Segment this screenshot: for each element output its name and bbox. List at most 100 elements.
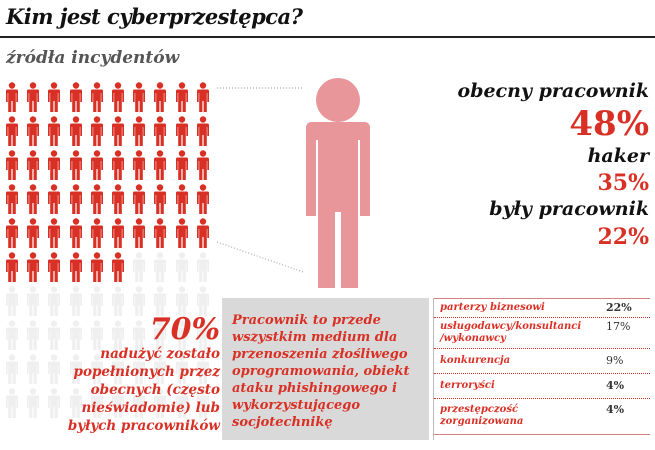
row-name: parterzy biznesowi (440, 302, 545, 313)
note-box: Pracownik to przede wszystkim medium dla… (222, 298, 429, 440)
person-icon-muted (112, 388, 124, 418)
person-icon-highlighted (154, 150, 167, 180)
person-icon-muted (196, 320, 209, 350)
person-icon-highlighted (112, 184, 124, 214)
person-icon-muted (27, 286, 40, 316)
person-icon-highlighted (90, 116, 103, 146)
person-icon-muted (133, 320, 146, 350)
person-icon-highlighted (69, 252, 82, 282)
page-title: Kim jest cyberprzestępca? (6, 4, 303, 29)
highlight-text: nadużyć zostało popełnionych przez obecn… (0, 345, 220, 435)
sources-table: parterzy biznesowi 22% usługodawcy/konsul… (434, 298, 650, 435)
person-icon-highlighted (154, 82, 167, 112)
title-divider (0, 36, 655, 38)
person-icon-highlighted (90, 184, 103, 214)
person-icon-highlighted (48, 150, 61, 180)
person-icon-muted (196, 388, 209, 418)
row-value: 9% (606, 354, 624, 367)
person-icon-muted (48, 388, 61, 418)
person-icon-highlighted (69, 116, 82, 146)
person-icon-muted (6, 286, 18, 316)
person-icon-highlighted (27, 218, 40, 248)
table-row: terroryści 4% (434, 373, 650, 398)
table-row: przestępczość zorganizowana 4% (434, 398, 650, 434)
person-icon-muted (48, 354, 61, 384)
person-icon-highlighted (133, 150, 146, 180)
person-icon-muted (27, 388, 40, 418)
person-icon-muted (175, 252, 188, 282)
stat-label-former-employee: były pracownik (489, 198, 649, 220)
person-icon-muted (154, 388, 167, 418)
table-row: usługodawcy/konsultanci /wykonawcy 17% (434, 317, 650, 348)
person-icon-highlighted (175, 184, 188, 214)
stat-value-hacker: 35% (597, 170, 649, 196)
person-icon-muted (90, 354, 103, 384)
row-value: 17% (606, 320, 631, 333)
person-icon-highlighted (27, 252, 40, 282)
person-icon-highlighted (196, 116, 209, 146)
person-icon-highlighted (175, 82, 188, 112)
row-name: terroryści (440, 380, 495, 391)
person-icon-muted (90, 286, 103, 316)
person-icon-highlighted (69, 218, 82, 248)
person-icon-muted (48, 320, 61, 350)
person-icon-muted (154, 286, 167, 316)
stat-label-current-employee: obecny pracownik (457, 80, 649, 102)
person-icon-highlighted (6, 82, 18, 112)
person-icon-muted (154, 320, 167, 350)
person-icon-muted (133, 354, 146, 384)
person-icon-highlighted (48, 252, 61, 282)
person-icon-highlighted (112, 218, 124, 248)
person-icon-highlighted (175, 150, 188, 180)
stat-label-hacker: haker (587, 145, 649, 167)
person-icon-highlighted (48, 82, 61, 112)
person-icon-highlighted (90, 218, 103, 248)
person-icon-muted (6, 388, 18, 418)
person-icon-highlighted (133, 218, 146, 248)
person-icon-highlighted (133, 116, 146, 146)
person-icon-highlighted (196, 184, 209, 214)
person-icon-muted (175, 320, 188, 350)
person-icon-highlighted (48, 116, 61, 146)
highlight-value: 70% (149, 312, 220, 347)
row-name: usługodawcy/konsultanci /wykonawcy (440, 321, 582, 344)
person-icon-muted (196, 286, 209, 316)
person-icon-muted (175, 388, 188, 418)
row-value: 4% (606, 379, 625, 392)
connector-lines (216, 87, 304, 273)
person-icon-highlighted (112, 252, 124, 282)
person-icon-muted (69, 320, 82, 350)
person-icon (306, 78, 370, 288)
person-icon-highlighted (48, 218, 61, 248)
person-icon-highlighted (69, 184, 82, 214)
person-icon-muted (112, 286, 124, 316)
note-text: Pracownik to przede wszystkim medium dla… (232, 313, 410, 430)
highlight-line: byłych pracowników (67, 418, 220, 434)
person-icon-muted (133, 252, 146, 282)
row-value: 22% (606, 301, 632, 314)
table-row: parterzy biznesowi 22% (434, 299, 650, 317)
person-icon-muted (27, 354, 40, 384)
person-icon-highlighted (27, 184, 40, 214)
person-icon-highlighted (154, 218, 167, 248)
person-icon-muted (112, 354, 124, 384)
stat-value-current-employee: 48% (569, 104, 649, 144)
person-icon-highlighted (154, 184, 167, 214)
person-icon-highlighted (196, 218, 209, 248)
person-icon-muted (90, 388, 103, 418)
person-icon-highlighted (133, 82, 146, 112)
person-icon-highlighted (6, 252, 18, 282)
person-icon-highlighted (69, 82, 82, 112)
person-icon-muted (133, 388, 146, 418)
row-value: 4% (606, 403, 625, 416)
highlight-line: nieświadomie) lub (81, 400, 220, 416)
person-icon-muted (112, 320, 124, 350)
row-name: konkurencja (440, 355, 511, 366)
pictogram-grid (4, 82, 219, 422)
subtitle: źródła incydentów (6, 48, 180, 68)
person-icon-muted (196, 252, 209, 282)
table-row: konkurencja 9% (434, 348, 650, 373)
person-icon-muted (27, 320, 40, 350)
stat-value-former-employee: 22% (597, 224, 649, 250)
person-icon-highlighted (6, 184, 18, 214)
